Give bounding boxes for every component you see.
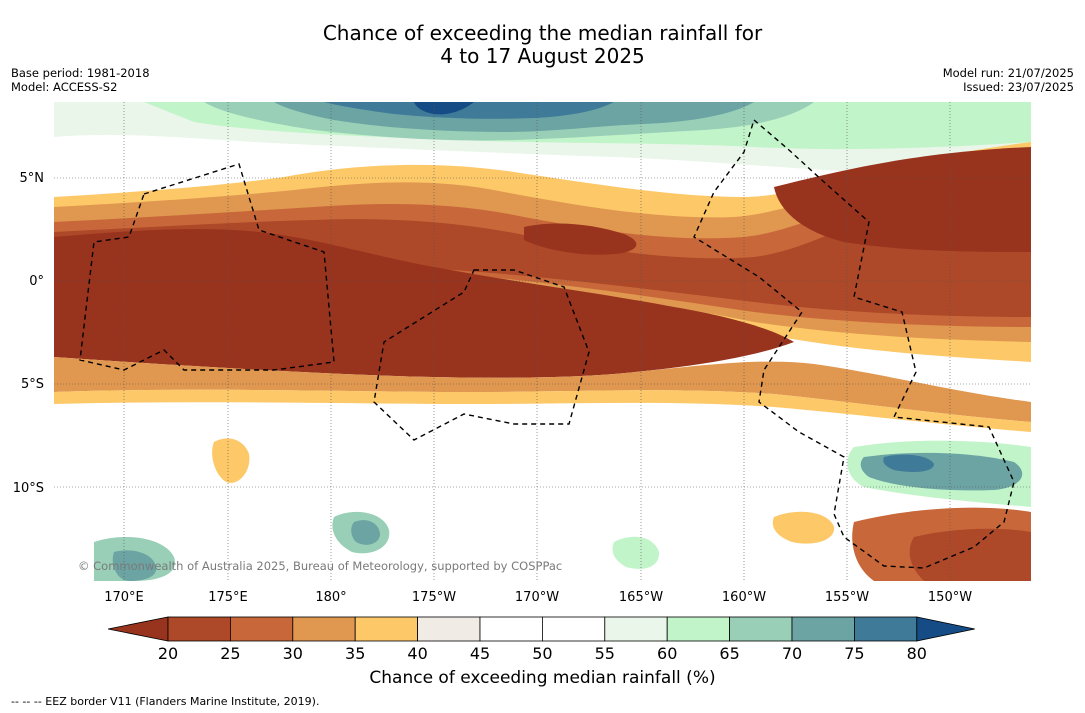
colorbar-tick-label: 75 [844,644,865,663]
y-label-10s: 10°S [12,481,44,496]
colorbar-segment [292,616,356,642]
colorbar-tick-label: 45 [469,644,491,663]
x-label-170e: 170°E [104,590,144,605]
x-label-165w: 165°W [618,590,664,605]
colorbar-segment [791,616,855,642]
colorbar-title: Chance of exceeding median rainfall (%) [369,668,716,688]
southeast-yellow-patch [772,511,835,544]
colorbar-tick-label: 20 [157,644,179,663]
colorbar-tick-label: 70 [781,644,803,663]
southeast-brown-band [909,528,1031,581]
title-line-2: 4 to 17 August 2025 [440,44,645,68]
colorbar-tick-label: 40 [407,644,428,663]
eez-borders [79,118,1015,569]
meta-left: Base period: 1981-2018 Model: ACCESS-S2 [11,66,150,94]
colorbar-segment [729,616,793,642]
colorbar-tick-label: 80 [906,644,927,663]
mid-dry-patch [524,223,637,255]
colorbar-tick-label: 30 [282,644,303,663]
colorbar-tick-label: 55 [594,644,615,663]
south-teal-patch-2 [351,520,380,545]
north-steel-band [324,102,614,119]
x-label-175e: 175°E [208,590,248,605]
south-green-patch-3 [612,536,660,569]
colorbar-segment [167,616,231,642]
copyright-credit: © Commonwealth of Australia 2025, Bureau… [78,559,563,573]
x-label-155w: 155°W [824,590,870,605]
x-label-160w: 160°W [721,590,767,605]
eez-border-note: -- -- -- EEZ border V11 (Flanders Marine… [11,695,320,708]
meta-right: Model run: 21/07/2025 Issued: 23/07/2025 [943,66,1074,94]
colorbar-segment [604,616,668,642]
colorbar-segment [666,616,731,642]
south-yellow-patch-1 [212,438,250,483]
colorbar-segment [479,616,543,642]
rainfall-map [54,102,1031,581]
colorbar-tick-label: 65 [719,644,740,663]
x-label-150w: 150°W [927,590,973,605]
model-name: Model: ACCESS-S2 [11,80,118,94]
y-label-5s: 5°S [20,377,44,392]
model-run: Model run: 21/07/2025 [942,66,1074,80]
colorbar-segment [541,616,606,642]
equatorial-dry-core [54,229,794,378]
colorbar-tick-label: 50 [532,644,553,663]
x-label-170w: 170°W [514,590,560,605]
east-dry-core [774,147,1031,252]
colorbar-segment [230,616,294,642]
issued-date: Issued: 23/07/2025 [963,80,1074,94]
colorbar-tick-label: 25 [220,644,241,663]
colorbar-over-arrow [916,616,975,642]
colorbar-segment [854,616,918,642]
colorbar-segment [417,616,481,642]
map-title: Chance of exceeding the median rainfall … [0,22,1085,68]
colorbar [108,616,975,642]
title-line-1: Chance of exceeding the median rainfall … [322,21,763,45]
colorbar-tick-label: 60 [657,644,678,663]
colorbar-segment [354,616,418,642]
colorbar-under-arrow [108,616,169,642]
x-label-175w: 175°W [411,590,457,605]
y-label-5n: 5°N [19,171,45,186]
y-label-0: 0° [29,274,44,289]
southeast-steel-patch [883,454,934,472]
rainfall-map-svg [54,102,1031,581]
south-teal-patch-1 [112,550,157,581]
x-label-180: 180° [315,590,347,605]
south-yellow-band [54,389,1031,432]
north-navy-patch [414,102,474,115]
south-orange-band [54,357,1031,422]
base-period: Base period: 1981-2018 [11,66,150,80]
colorbar-tick-label: 35 [345,644,366,663]
graticule [54,102,1031,581]
